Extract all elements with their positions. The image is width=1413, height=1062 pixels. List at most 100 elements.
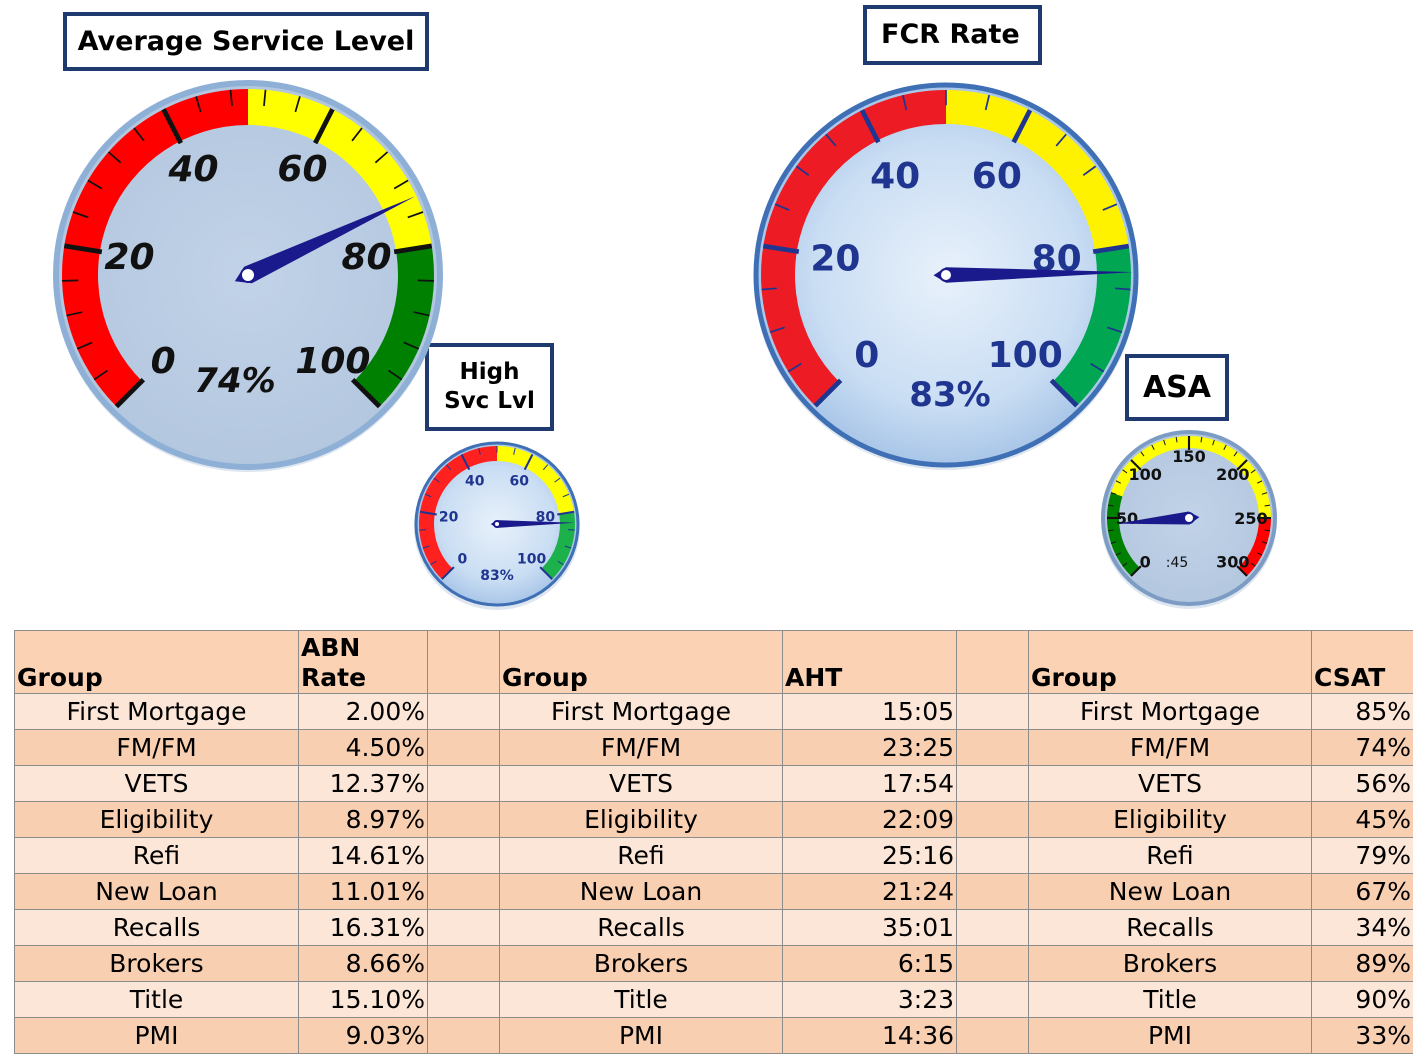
gauge-band-0 xyxy=(62,89,249,407)
spacer-cell xyxy=(956,693,1029,730)
gauge-minor-tick xyxy=(564,545,572,549)
gauge-minor-tick xyxy=(62,279,79,282)
abn-rate-cell: 15.10% xyxy=(298,981,428,1018)
gauge-band-1 xyxy=(1111,435,1271,518)
gauge-major-tick xyxy=(1236,565,1248,577)
gauge-minor-tick xyxy=(562,493,570,498)
gauge-minor-tick xyxy=(1107,504,1114,507)
high-svc-lvl-title-line1: High xyxy=(459,359,520,386)
gauge-minor-tick xyxy=(403,341,420,350)
csat-cell: 74% xyxy=(1311,729,1413,766)
gauge-minor-tick xyxy=(1257,552,1263,556)
gauge-minor-tick xyxy=(1110,541,1117,544)
header-spacer xyxy=(427,630,500,694)
table-row: FM/FM 4.50% FM/FM 23:25 FM/FM 74% xyxy=(14,729,1413,766)
gauge-minor-tick xyxy=(133,127,145,142)
spacer-cell xyxy=(427,729,500,766)
gauge-tick-label: 0 xyxy=(457,552,467,568)
spacer-cell xyxy=(956,729,1029,766)
gauge-major-tick xyxy=(1092,243,1130,255)
service-level-gauge-group: 0 20 40 60 80 100 74% xyxy=(53,80,443,472)
gauge-band-0 xyxy=(419,446,497,580)
group-cell: FM/FM xyxy=(14,729,299,766)
spacer-cell xyxy=(956,1017,1029,1054)
gauge-minor-tick xyxy=(1250,469,1256,474)
table-header-row: Group ABN Rate Group AHT Group CSAT xyxy=(14,630,1413,694)
gauge-major-tick xyxy=(161,108,183,145)
gauge-minor-tick xyxy=(1264,504,1271,507)
gauge-minor-tick xyxy=(1261,492,1268,495)
gauge-tick-label: 250 xyxy=(1234,509,1267,528)
group-cell: FM/FM xyxy=(1028,729,1312,766)
header-group-1: Group xyxy=(14,630,299,694)
group-cell: Refi xyxy=(499,837,783,874)
group-cell: VETS xyxy=(14,765,299,802)
group-cell: Recalls xyxy=(1028,909,1312,946)
gauge-minor-tick xyxy=(1055,133,1067,147)
csat-cell: 45% xyxy=(1311,801,1413,838)
gauge-minor-tick xyxy=(1122,469,1128,474)
aht-cell: 22:09 xyxy=(782,801,957,838)
abn-rate-cell: 8.66% xyxy=(298,945,428,982)
header-aht: AHT xyxy=(782,630,957,694)
gauge-minor-tick xyxy=(1107,529,1114,532)
gauge-tick-label: 0 xyxy=(151,341,176,382)
abn-rate-cell: 4.50% xyxy=(298,729,428,766)
gauge-tick-label: 20 xyxy=(810,238,860,279)
header-abn-rate: ABN Rate xyxy=(298,630,428,694)
gauge-minor-tick xyxy=(430,560,437,566)
gauge-minor-tick xyxy=(387,369,403,381)
table-row: Eligibility 8.97% Eligibility 22:09 Eligibil… xyxy=(14,801,1413,838)
group-cell: Eligibility xyxy=(1028,801,1312,838)
gauge-major-tick xyxy=(393,243,433,255)
table-row: VETS 12.37% VETS 17:54 VETS 56% xyxy=(14,765,1413,802)
aht-cell: 17:54 xyxy=(782,765,957,802)
header-abn-rate-line2: Rate xyxy=(301,662,367,692)
gauge-hub xyxy=(1183,512,1195,524)
group-cell: Refi xyxy=(14,837,299,874)
gauge-value-text: 74% xyxy=(194,361,275,401)
spacer-cell xyxy=(427,693,500,730)
gauge-minor-tick xyxy=(229,89,233,107)
abn-rate-cell: 11.01% xyxy=(298,873,428,910)
gauge-minor-tick xyxy=(417,279,434,282)
group-cell: PMI xyxy=(1028,1017,1312,1054)
gauge-needle xyxy=(490,520,575,528)
gauge-tick-label: 80 xyxy=(536,509,556,525)
table-row: Recalls 16.31% Recalls 35:01 Recalls 34% xyxy=(14,909,1413,946)
spacer-cell xyxy=(427,981,500,1018)
table-row: Brokers 8.66% Brokers 6:15 Brokers 89% xyxy=(14,945,1413,982)
gauge-minor-tick xyxy=(1163,439,1166,446)
gauge-band-0 xyxy=(1107,492,1140,576)
gauge-minor-tick xyxy=(1257,480,1263,484)
gauge-minor-tick xyxy=(93,369,109,381)
group-cell: FM/FM xyxy=(499,729,783,766)
gauge-needle xyxy=(933,267,1133,283)
gauge-minor-tick xyxy=(374,151,389,164)
asa-gauge-group: 0 50 100 150 200 250 300:45 xyxy=(1101,430,1277,609)
group-cell: Refi xyxy=(1028,837,1312,874)
gauge-tick-label: 40 xyxy=(465,473,485,489)
gauge-tick-label: 20 xyxy=(439,509,459,525)
gauge-minor-tick xyxy=(567,529,575,531)
abn-rate-cell: 8.97% xyxy=(298,801,428,838)
gauge-minor-tick xyxy=(1264,529,1271,532)
spacer-cell xyxy=(956,801,1029,838)
spacer-cell xyxy=(427,801,500,838)
group-cell: New Loan xyxy=(14,873,299,910)
gauge-band-2 xyxy=(1238,518,1271,576)
spacer-cell xyxy=(956,945,1029,982)
aht-cell: 23:25 xyxy=(782,729,957,766)
gauge-minor-tick xyxy=(1110,492,1117,495)
gauge-major-tick xyxy=(762,243,800,255)
group-cell: Title xyxy=(499,981,783,1018)
gauge-minor-tick xyxy=(294,96,301,113)
spacer-cell xyxy=(956,873,1029,910)
spacer-cell xyxy=(427,837,500,874)
gauge-band-2 xyxy=(1052,246,1131,406)
gauge-tick-label: 200 xyxy=(1216,465,1249,484)
group-cell: New Loan xyxy=(499,873,783,910)
csat-cell: 34% xyxy=(1311,909,1413,946)
abn-rate-cell: 14.61% xyxy=(298,837,428,874)
